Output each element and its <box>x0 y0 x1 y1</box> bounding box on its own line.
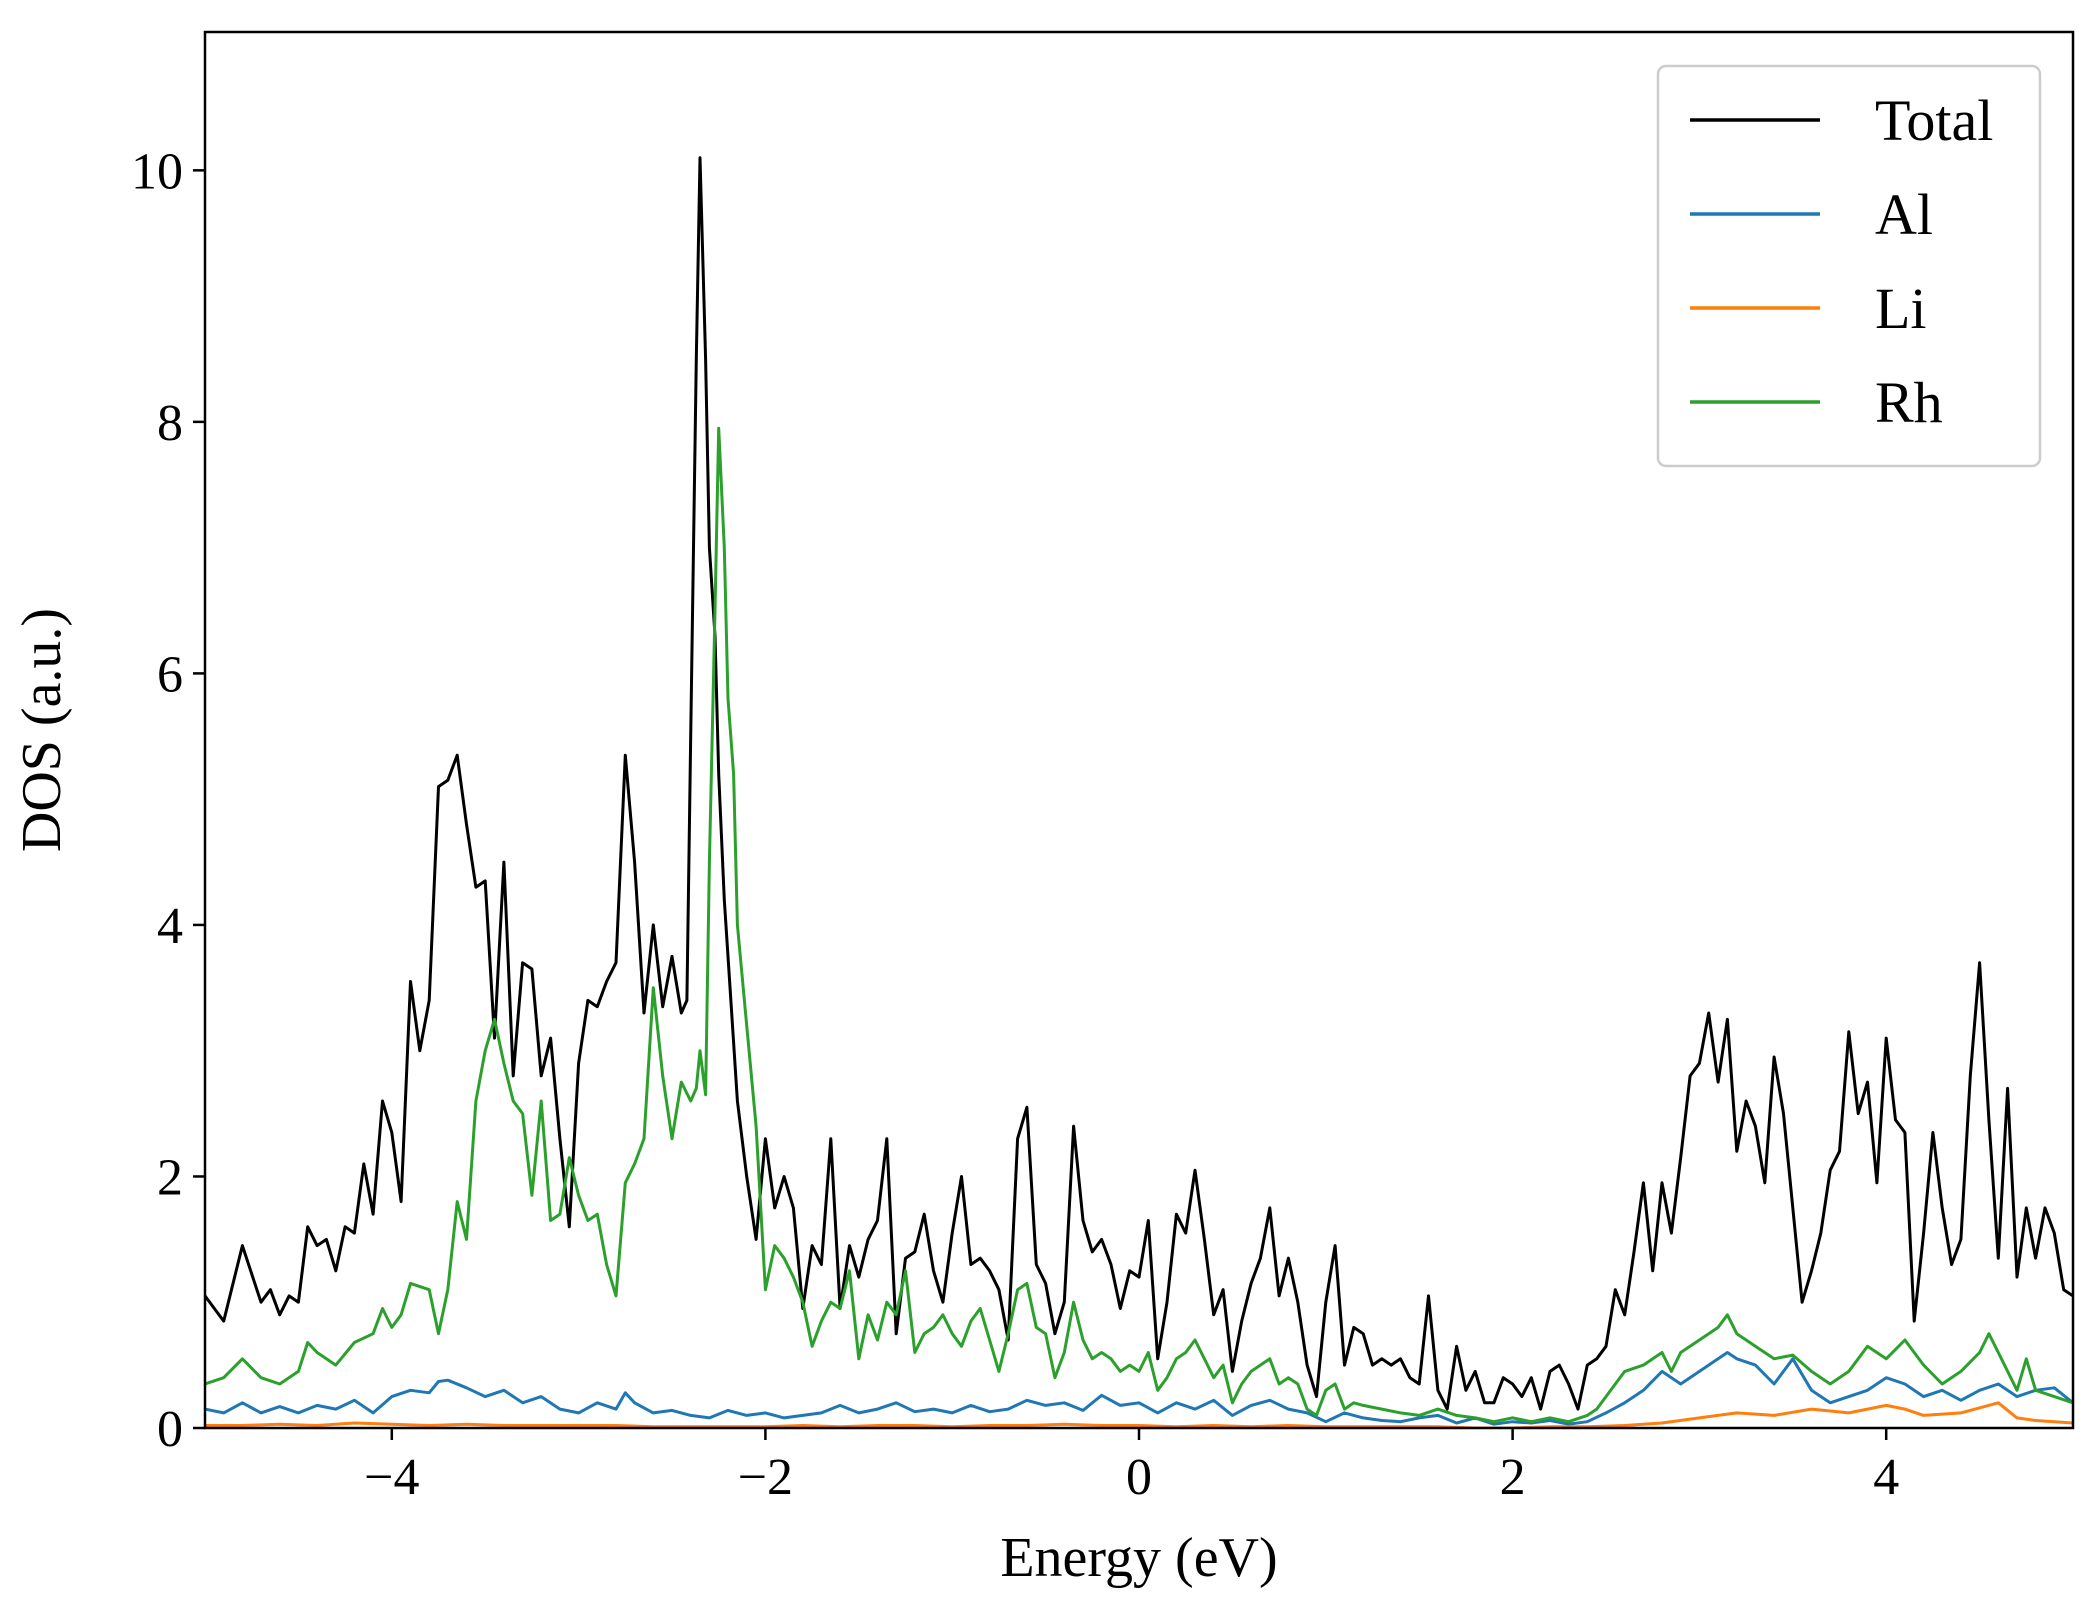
series-line-al <box>205 1351 2073 1426</box>
y-axis: 0 2 4 6 8 10 <box>131 143 205 1458</box>
y-tick-label: 2 <box>157 1149 183 1206</box>
series-layer <box>205 156 2073 1428</box>
legend-frame <box>1656 64 2042 468</box>
x-tick-label: 2 <box>1500 1449 1526 1506</box>
legend-label-al: Al <box>1875 182 1933 247</box>
y-tick-label: 8 <box>157 395 183 452</box>
x-tick-label: 4 <box>1873 1449 1899 1506</box>
x-axis: −4 −2 0 2 4 <box>364 1428 1899 1506</box>
series-line-li <box>205 1401 2073 1428</box>
x-tick-label: −4 <box>364 1449 419 1506</box>
y-tick-label: 10 <box>131 143 183 200</box>
y-tick-label: 6 <box>157 646 183 703</box>
legend-label-total: Total <box>1875 88 1993 153</box>
x-tick-label: −2 <box>738 1449 793 1506</box>
legend-label-li: Li <box>1875 276 1927 341</box>
series-line-rh <box>205 426 2073 1424</box>
y-axis-label: DOS (a.u.) <box>11 608 73 852</box>
y-tick-label: 4 <box>157 898 183 955</box>
y-tick-label: 0 <box>157 1401 183 1458</box>
legend-items: Total Al Li Rh <box>1690 88 1993 435</box>
x-tick-label: 0 <box>1126 1449 1152 1506</box>
x-axis-label: Energy (eV) <box>1000 1527 1277 1589</box>
legend-label-rh: Rh <box>1875 370 1943 435</box>
legend: Total Al Li Rh <box>1656 64 2042 468</box>
series-line-total <box>205 156 2073 1411</box>
